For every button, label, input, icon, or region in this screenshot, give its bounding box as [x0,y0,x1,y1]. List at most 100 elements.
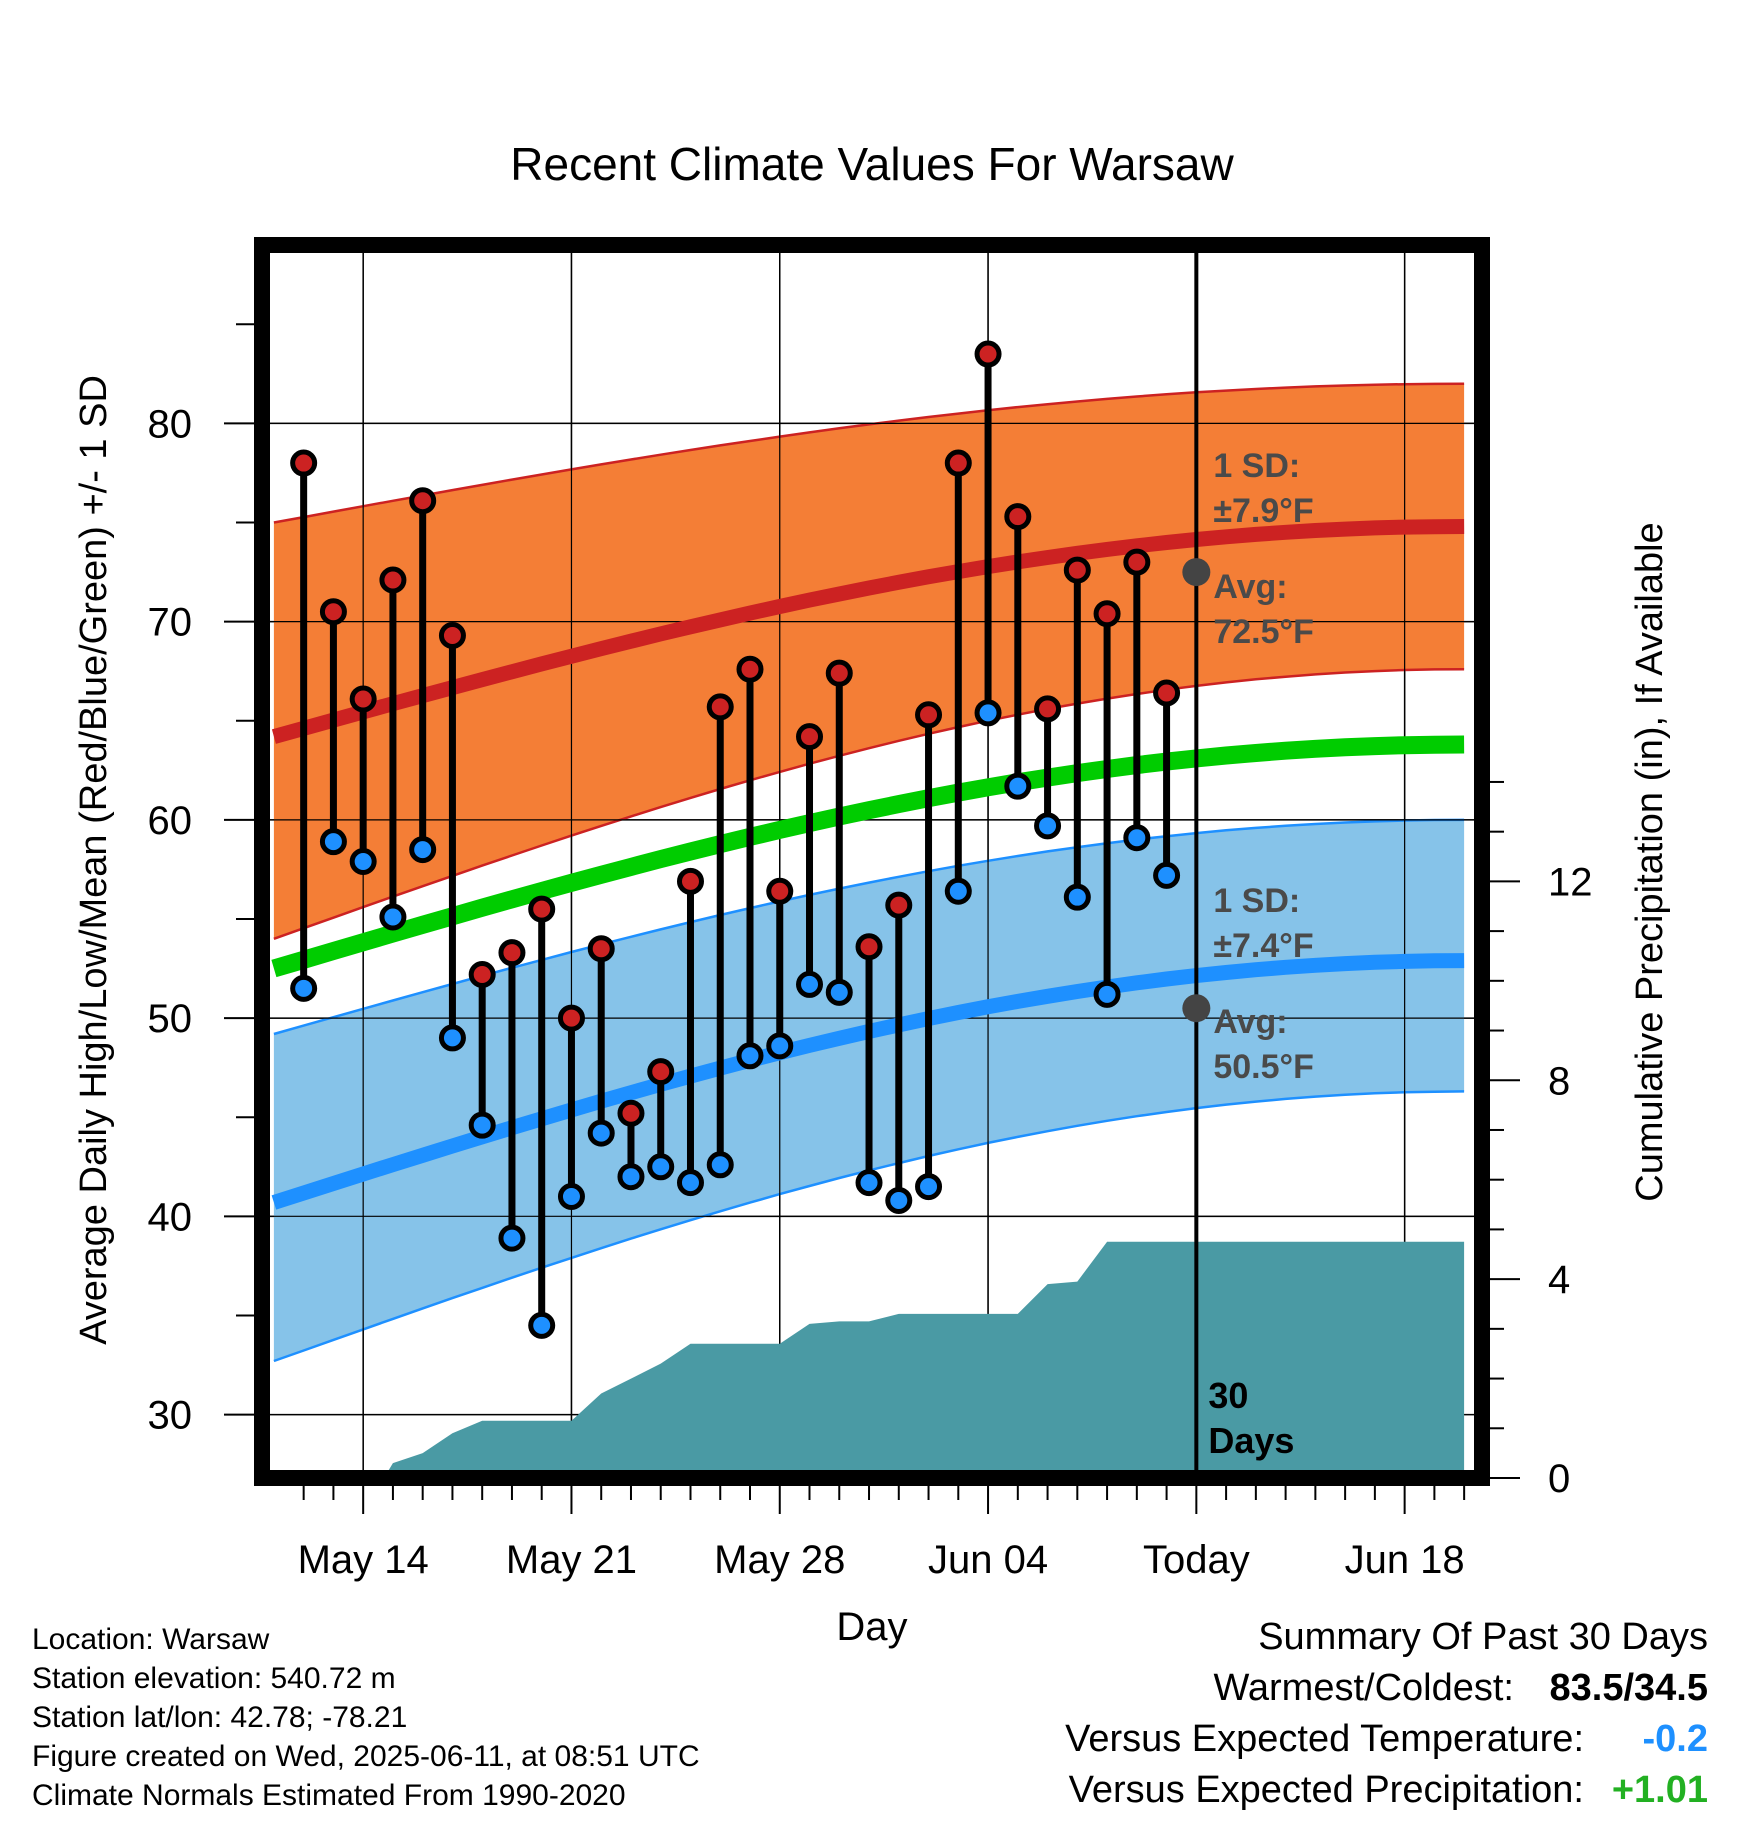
high-avg-label: Avg: [1213,568,1287,606]
axes-layer: 30 40 50 60 70 80 0 4 8 12 May 14 May 21 May 28 Jun 0… [73,138,1671,1649]
high-sd-lower-line [273,667,1465,940]
daily-low-point [409,836,437,864]
daily-high-point [557,1004,585,1032]
daily-low-point [825,978,853,1006]
precipitation-label: Versus Expected Precipitation: [1068,1769,1584,1811]
summary-precipitation: Versus Expected Precipitation: +1.01 [1065,1765,1708,1816]
low-sd-value: ±7.4°F [1213,927,1313,965]
daily-high-point [944,449,972,477]
daily-low-point [1153,861,1181,889]
station-info: Location: Warsaw Station elevation: 540.… [32,1620,700,1815]
y2-axis-tick-label: 4 [1548,1258,1570,1302]
window-unit-label: Days [1208,1420,1294,1461]
y-axis-tick-label: 70 [148,601,193,645]
x-axis-tick-label: Jun 04 [928,1538,1048,1582]
daily-low-point [1063,883,1091,911]
daily-high-point [676,867,704,895]
daily-high-point [1004,503,1032,531]
daily-high-point [1123,548,1151,576]
summary-temperature: Versus Expected Temperature: -0.2 [1065,1714,1708,1765]
y-axis-tick-label: 30 [148,1394,193,1438]
daily-low-point [885,1186,913,1214]
daily-low-point [438,1024,466,1052]
daily-low-point [915,1173,943,1201]
daily-high-point [1063,556,1091,584]
daily-low-point [1034,812,1062,840]
daily-low-point [468,1111,496,1139]
temperature-value: -0.2 [1642,1718,1708,1760]
plot-frame [254,237,1490,1486]
plot-clipped: 1 SD: ±7.9°F Avg: 72.5°F 1 SD: ±7.4°F Avg: 50.5… [262,245,1482,1478]
daily-high-point [379,566,407,594]
elevation-text: Station elevation: 540.72 m [32,1662,396,1695]
daily-high-point [587,935,615,963]
daily-low-point [766,1032,794,1060]
warmest-coldest-label: Warmest/Coldest: [1213,1667,1514,1709]
x-axis-tick-label: Today [1143,1538,1250,1582]
daily-low-point [557,1183,585,1211]
daily-low-point [290,974,318,1002]
daily-high-point [885,891,913,919]
summary-title: Summary Of Past 30 Days [1258,1616,1708,1658]
daily-high-point [706,693,734,721]
y-axis-label: Average Daily High/Low/Mean (Red/Blue/Gr… [73,375,115,1345]
daily-high-point [617,1099,645,1127]
daily-high-point [468,960,496,988]
warmest-coldest-value: 83.5/34.5 [1549,1667,1708,1709]
daily-low-point [379,903,407,931]
daily-high-point [1153,679,1181,707]
daily-low-point [349,848,377,875]
daily-low-point [1004,772,1032,800]
daily-low-point [944,877,972,905]
daily-low-point [319,828,347,856]
x-axis-tick-label: May 28 [714,1538,845,1582]
daily-low-point [855,1169,883,1197]
y2-axis-label: Cumulative Precipitation (in), If Availa… [1629,522,1671,1201]
y-axis-tick-label: 50 [148,997,193,1041]
daily-high-point [915,701,943,729]
high-sd-value: ±7.9°F [1213,492,1313,530]
window-count-label: 30 [1208,1375,1248,1416]
x-axis-label: Day [836,1605,907,1649]
daily-low-point [1093,980,1121,1008]
low-avg-label: Avg: [1213,1003,1287,1041]
location-text: Location: Warsaw [32,1623,270,1656]
daily-low-point [736,1042,764,1070]
y2-axis-tick-label: 0 [1548,1457,1570,1501]
precipitation-value: +1.01 [1611,1769,1708,1811]
high-sd-label: 1 SD: [1213,447,1300,485]
daily-high-point [438,622,466,650]
daily-high-point [855,933,883,961]
daily-low-point [617,1163,645,1191]
daily-high-point [736,655,764,683]
daily-low-point [528,1311,556,1339]
plot-content: 1 SD: ±7.9°F Avg: 72.5°F 1 SD: ±7.4°F Avg: 50.5… [262,245,1482,1478]
y-axis-tick-label: 80 [148,402,193,446]
daily-low-point [647,1153,675,1181]
daily-low-point [587,1119,615,1147]
daily-high-point [974,340,1002,368]
x-axis-tick-label: Jun 18 [1345,1538,1465,1582]
summary-warmest-coldest: Warmest/Coldest: 83.5/34.5 [1065,1663,1708,1714]
high-avg-value: 72.5°F [1213,613,1314,651]
daily-high-point [319,598,347,626]
daily-low-point [498,1224,526,1252]
normal-mean-line [271,735,1465,978]
y-axis-tick-label: 60 [148,799,193,843]
chart-title: Recent Climate Values For Warsaw [510,138,1234,190]
y2-axis-tick-label: 8 [1548,1059,1570,1103]
low-avg-value: 50.5°F [1213,1048,1314,1086]
daily-high-point [290,449,318,477]
latlon-text: Station lat/lon: 42.78; -78.21 [32,1701,408,1734]
daily-high-point [647,1058,675,1086]
summary-panel: Summary Of Past 30 Days Warmest/Coldest:… [1065,1612,1708,1816]
daily-low-point [796,970,824,998]
normals-text: Climate Normals Estimated From 1990-2020 [32,1779,626,1812]
daily-low-point [706,1151,734,1179]
daily-high-point [498,939,526,967]
normal-high-line [271,519,1465,744]
daily-high-point [766,877,794,905]
high-sd-upper-line [273,382,1465,524]
low-avg-today-marker [1182,994,1211,1023]
